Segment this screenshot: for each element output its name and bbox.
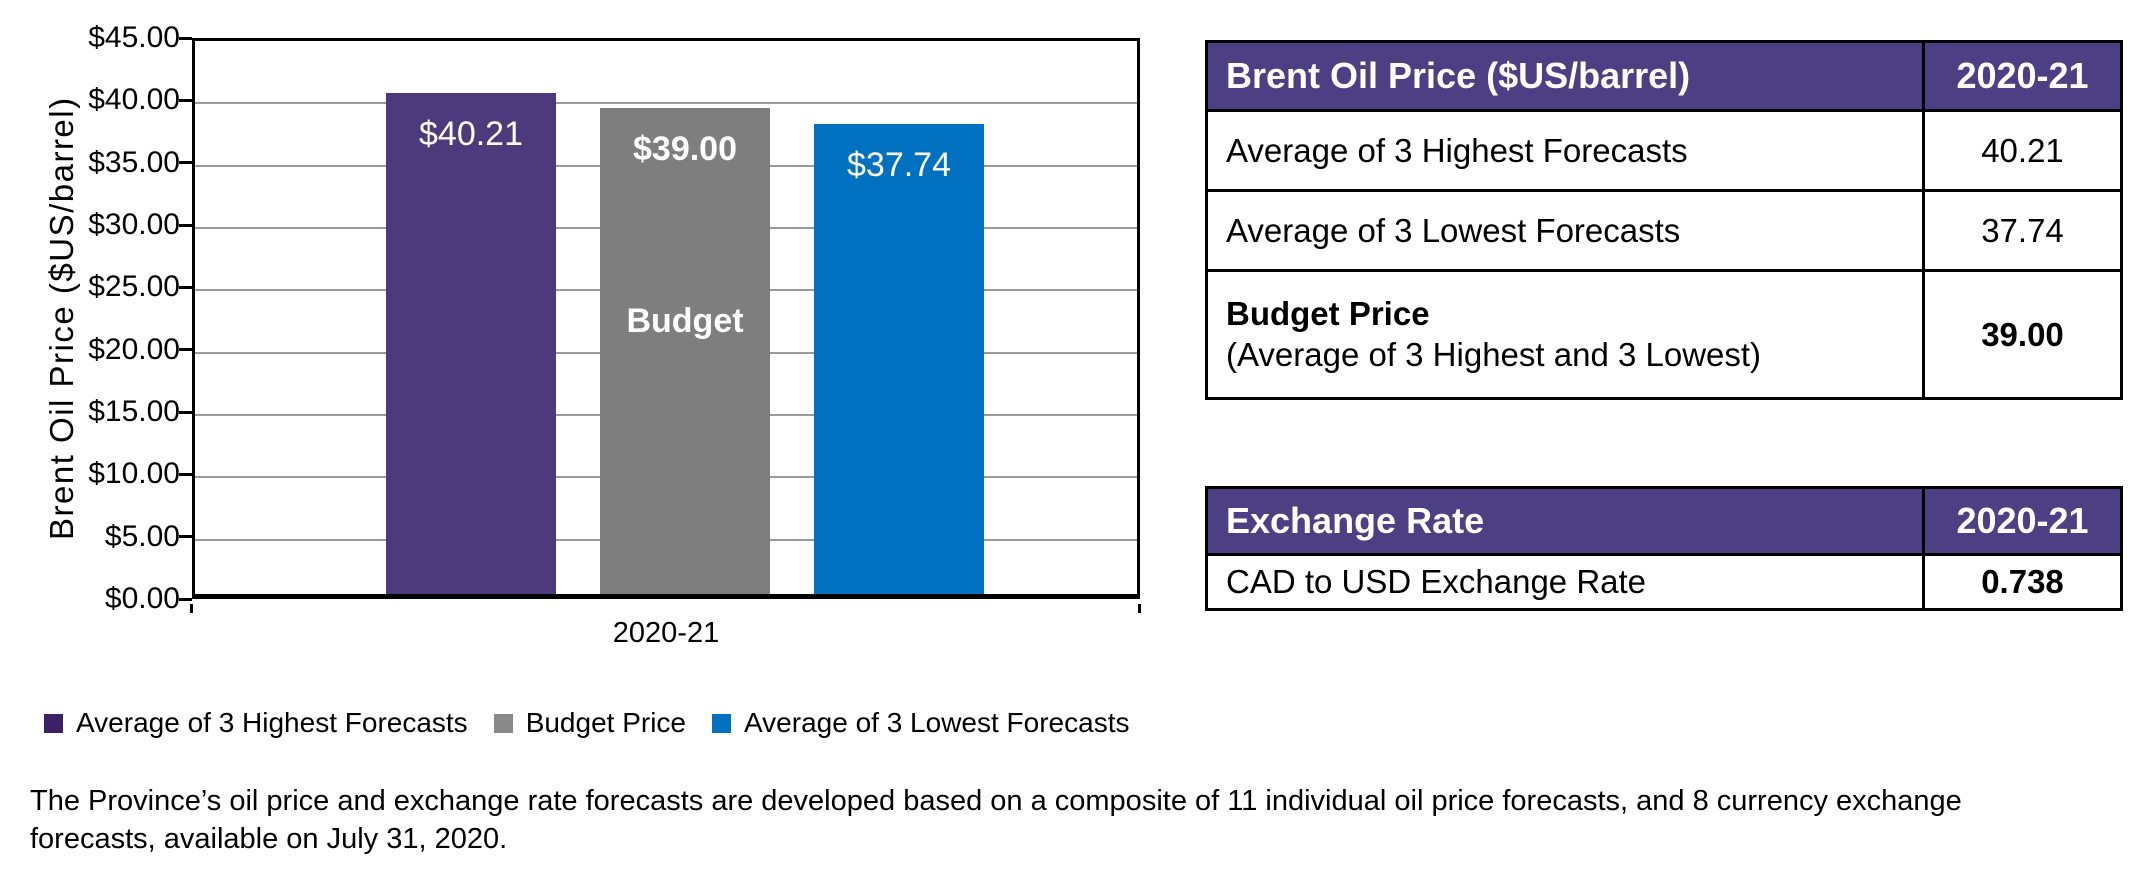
plot-area: $40.21 $39.00 Budget $37.74 bbox=[192, 38, 1140, 599]
y-tick-mark bbox=[179, 223, 192, 227]
gridline bbox=[195, 102, 1137, 105]
exchange-rate-table: Exchange Rate 2020-21 CAD to USD Exchang… bbox=[1205, 486, 2123, 611]
y-tick-mark bbox=[179, 472, 192, 476]
brent-oil-price-chart: Brent Oil Price ($US/barrel) $40.21 $39.0… bbox=[0, 0, 1200, 770]
legend-label: Average of 3 Highest Forecasts bbox=[76, 707, 468, 738]
y-tick-mark bbox=[179, 535, 192, 539]
bar-average-of-3-lowest-forecasts: $37.74 bbox=[814, 124, 984, 594]
oil-table-header: Brent Oil Price ($US/barrel) 2020-21 bbox=[1208, 43, 2120, 109]
fx-table-header-period: 2020-21 bbox=[1922, 489, 2120, 553]
y-tick-label: $35.00 bbox=[88, 145, 180, 179]
legend-swatch-icon bbox=[44, 713, 63, 733]
legend-item: Budget Price bbox=[493, 707, 687, 739]
y-tick-label: $40.00 bbox=[88, 83, 180, 117]
y-tick-label: $15.00 bbox=[88, 395, 180, 428]
table-row: Average of 3 Highest Forecasts 40.21 bbox=[1208, 109, 2120, 189]
row-label-main: Budget Price bbox=[1226, 295, 1430, 333]
legend-swatch-icon bbox=[493, 713, 513, 733]
y-tick-label: $45.00 bbox=[88, 21, 180, 54]
chart-legend: Average of 3 Highest Forecasts Budget Pri… bbox=[44, 707, 1129, 739]
legend-label: Average of 3 Lowest Forecasts bbox=[744, 707, 1130, 738]
x-axis-tick-left bbox=[190, 604, 193, 613]
oil-table-header-period: 2020-21 bbox=[1922, 43, 2120, 109]
legend-label: Budget Price bbox=[525, 707, 687, 738]
brent-oil-price-table: Brent Oil Price ($US/barrel) 2020-21 Ave… bbox=[1205, 40, 2123, 400]
y-tick-mark bbox=[179, 98, 192, 102]
y-tick-mark bbox=[179, 285, 192, 289]
y-tick-label: $20.00 bbox=[88, 332, 180, 366]
bar-value-label: $40.21 bbox=[419, 115, 523, 153]
fx-table-header-title: Exchange Rate bbox=[1226, 500, 1485, 541]
row-value: 0.738 bbox=[1922, 556, 2120, 608]
legend-item: Average of 3 Highest Forecasts bbox=[44, 707, 468, 739]
y-tick-mark bbox=[179, 36, 192, 40]
row-value: 39.00 bbox=[1922, 272, 2120, 397]
bar-average-of-3-highest-forecasts: $40.21 bbox=[386, 93, 556, 594]
legend-swatch-icon bbox=[712, 713, 732, 733]
row-value: 40.21 bbox=[1922, 112, 2120, 189]
footnote: The Province’s oil price and exchange ra… bbox=[30, 785, 1962, 855]
row-label: Budget Price (Average of 3 Highest and 3… bbox=[1208, 272, 1922, 397]
y-tick-label: $10.00 bbox=[88, 457, 180, 491]
bar-budget-price: $39.00 Budget bbox=[600, 108, 770, 594]
row-label: CAD to USD Exchange Rate bbox=[1226, 563, 1647, 600]
y-tick-mark bbox=[179, 410, 192, 414]
row-label: Average of 3 Highest Forecasts bbox=[1226, 131, 1688, 169]
row-label: Average of 3 Lowest Forecasts bbox=[1226, 211, 1681, 249]
y-tick-mark bbox=[179, 348, 192, 352]
y-tick-mark bbox=[179, 161, 192, 165]
bar-value-label: $39.00 bbox=[633, 130, 737, 168]
y-tick-mark bbox=[179, 597, 192, 601]
table-row: Average of 3 Lowest Forecasts 37.74 bbox=[1208, 189, 2120, 269]
row-value: 37.74 bbox=[1922, 192, 2120, 269]
x-axis-tick-right bbox=[1138, 604, 1141, 613]
table-row: Budget Price (Average of 3 Highest and 3… bbox=[1208, 269, 2120, 397]
y-tick-label: $5.00 bbox=[104, 519, 180, 553]
row-label-sub: (Average of 3 Highest and 3 Lowest) bbox=[1226, 335, 1762, 373]
y-tick-label: $0.00 bbox=[104, 582, 180, 615]
table-row: CAD to USD Exchange Rate 0.738 bbox=[1208, 553, 2120, 608]
y-axis-title: Brent Oil Price ($US/barrel) bbox=[43, 96, 80, 541]
x-axis-category-label: 2020-21 bbox=[612, 617, 720, 649]
bar-value-label: $37.74 bbox=[847, 146, 951, 184]
bar-inner-text: Budget bbox=[626, 302, 744, 340]
y-tick-label: $30.00 bbox=[88, 208, 180, 241]
fx-table-header: Exchange Rate 2020-21 bbox=[1208, 489, 2120, 553]
y-tick-label: $25.00 bbox=[88, 270, 180, 304]
oil-table-header-title: Brent Oil Price ($US/barrel) bbox=[1226, 55, 1691, 96]
legend-item: Average of 3 Lowest Forecasts bbox=[712, 707, 1129, 739]
